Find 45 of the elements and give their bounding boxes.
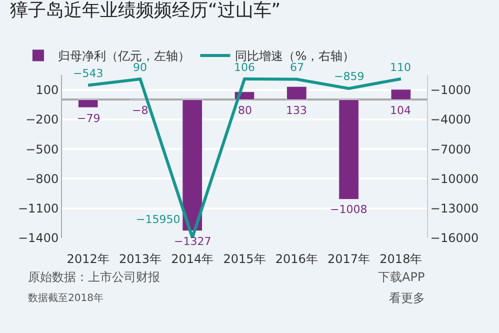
bar	[286, 86, 307, 100]
x-tick-label: 2015年	[223, 252, 266, 266]
data-label: −1008	[330, 203, 368, 216]
y-tick-label: −1400	[18, 231, 59, 246]
data-label: −8	[132, 104, 148, 117]
data-label: 80	[238, 104, 252, 117]
x-tick-label: 2014年	[171, 252, 214, 266]
text: 看更多	[389, 291, 425, 305]
data-label: −79	[77, 112, 100, 125]
y2-tick-label: −7000	[430, 142, 471, 156]
data-label: 90	[133, 61, 147, 74]
data-label: 110	[390, 61, 411, 74]
text: 原始数据：上市公司财报	[28, 270, 160, 284]
x-tick-label: 2017年	[328, 252, 370, 266]
data-label: 67	[290, 61, 304, 74]
y2-tick-label: −10000	[430, 172, 479, 186]
y-tick-label: −500	[26, 142, 59, 156]
data-label: 106	[234, 61, 255, 74]
y2-tick-label: −16000	[430, 231, 479, 246]
x-tick-label: 2013年	[118, 252, 162, 266]
legend-label: 归母净利（亿元，左轴）	[58, 49, 190, 64]
y-tick-label: −1100	[18, 202, 59, 216]
bar	[78, 99, 98, 108]
y-tick-label: −200	[26, 112, 59, 127]
legend-label: 同比增速（%，右轴）	[235, 49, 355, 64]
y2-tick-label: −13000	[430, 202, 479, 216]
y-tick-label: 100	[36, 83, 59, 98]
x-tick-label: 2016年	[275, 252, 318, 266]
bar	[182, 99, 203, 232]
bar	[390, 89, 412, 100]
text: 下载APP	[378, 270, 425, 284]
x-tick-label: 2018年	[380, 252, 422, 266]
chart-title: 獐子岛近年业绩频频经历“过山车”	[10, 0, 281, 21]
data-label: −859	[334, 70, 364, 83]
y-tick-label: −800	[26, 172, 59, 186]
bar	[338, 99, 359, 200]
data-label: 104	[390, 104, 411, 117]
data-label: −1327	[174, 235, 212, 248]
text: 数据截至2018年	[28, 292, 104, 304]
data-label: −543	[73, 67, 104, 80]
data-label: 133	[286, 104, 307, 117]
y2-tick-label: −4000	[430, 112, 471, 127]
x-tick-label: 2012年	[66, 252, 110, 266]
y2-tick-label: −1000	[430, 83, 471, 98]
data-label: −15950	[136, 213, 180, 226]
